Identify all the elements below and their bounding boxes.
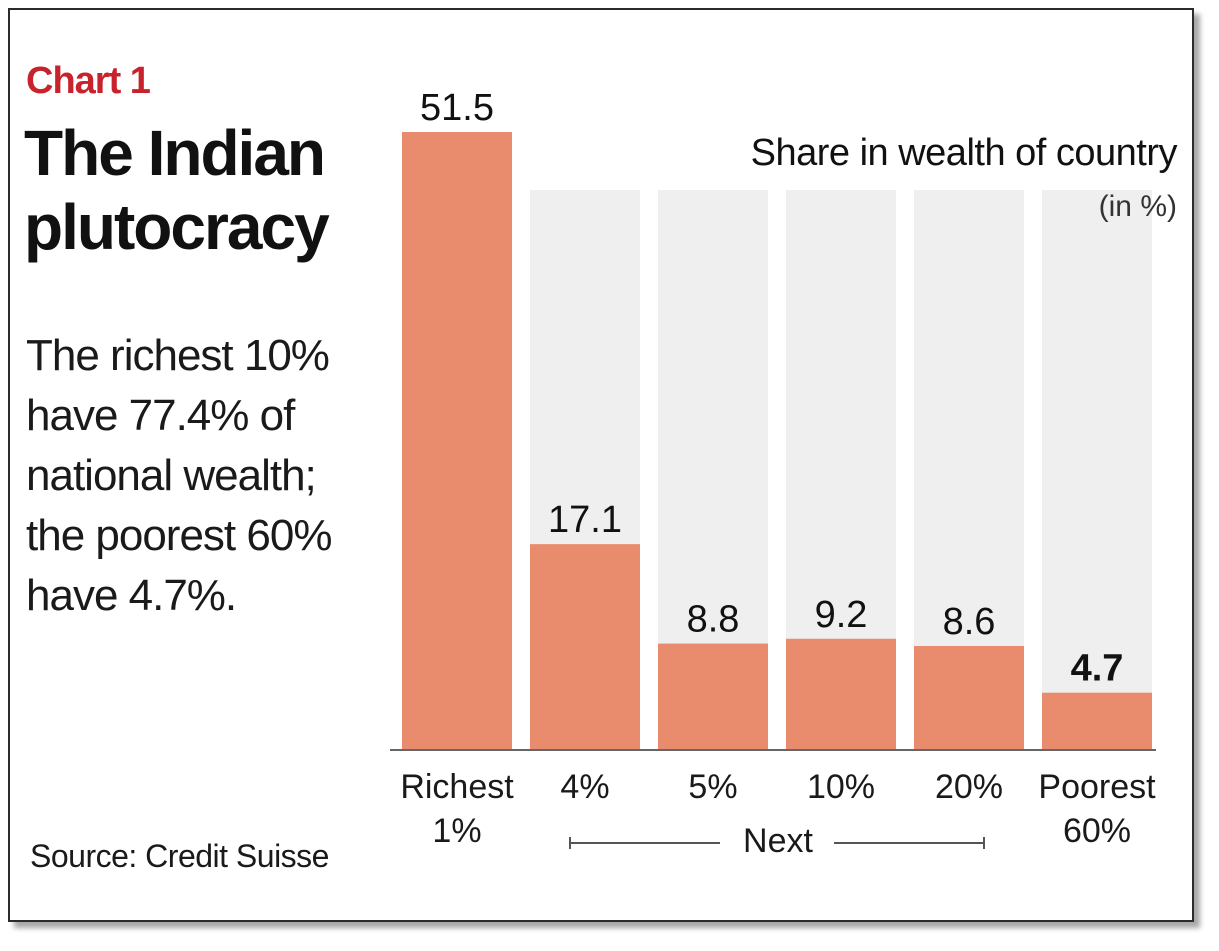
category-label-5: 60% xyxy=(1063,812,1131,850)
category-label-5: Poorest xyxy=(1038,768,1156,806)
bar-1 xyxy=(530,544,640,749)
category-label-1: 4% xyxy=(560,768,609,806)
data-label-1: 17.1 xyxy=(548,499,622,541)
legend-title: Share in wealth of country xyxy=(750,132,1178,174)
bar-0 xyxy=(402,132,512,749)
chart-title: The Indian plutocracy xyxy=(24,117,330,263)
bar-5 xyxy=(1042,692,1152,749)
category-label-4: 20% xyxy=(935,768,1003,806)
data-label-5: 4.7 xyxy=(1071,648,1124,690)
bar-3 xyxy=(786,638,896,749)
data-label-4: 8.6 xyxy=(943,601,996,643)
bar-2 xyxy=(658,643,768,749)
chart-subtitle: The richest 10% have 77.4% of national w… xyxy=(26,331,332,620)
data-label-2: 8.8 xyxy=(687,599,740,641)
category-label-2: 5% xyxy=(688,768,737,806)
source-note: Source: Credit Suisse xyxy=(30,838,329,874)
bar-background-stripe xyxy=(1042,190,1152,749)
next-group-label: Next xyxy=(743,822,813,860)
chart-kicker: Chart 1 xyxy=(26,60,151,102)
category-label-0: Richest xyxy=(400,768,514,806)
data-label-3: 9.2 xyxy=(815,594,868,636)
category-label-0: 1% xyxy=(432,812,481,850)
data-label-0: 51.5 xyxy=(420,87,494,129)
legend-unit: (in %) xyxy=(1098,190,1177,223)
bar-4 xyxy=(914,645,1024,749)
category-label-3: 10% xyxy=(807,768,875,806)
